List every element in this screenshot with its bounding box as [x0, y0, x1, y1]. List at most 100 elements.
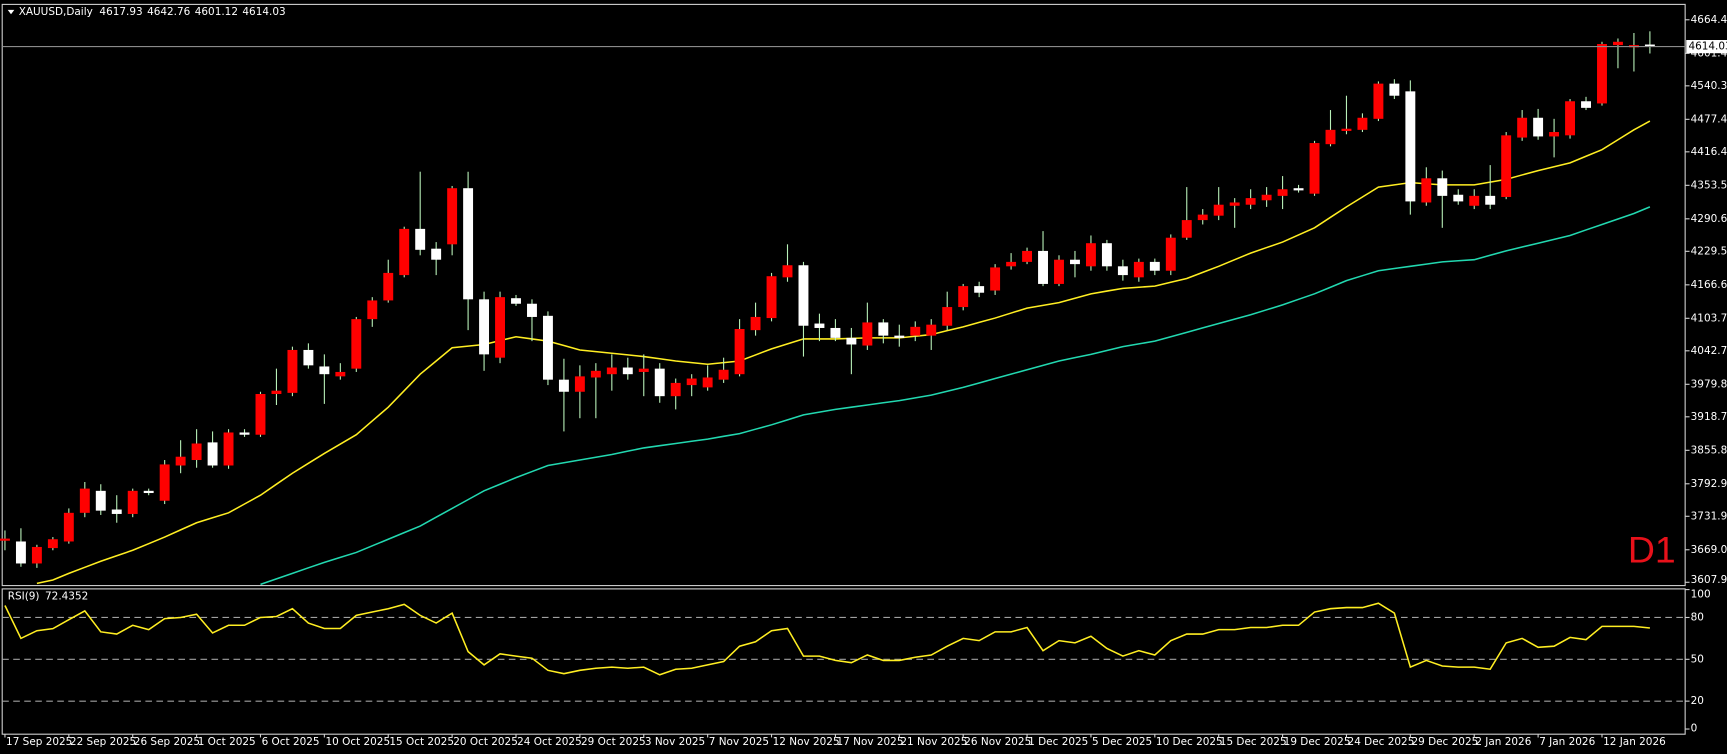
candle-body	[878, 322, 889, 336]
candle-body	[1022, 250, 1033, 262]
y-tick-label: 4664.40	[1691, 14, 1727, 26]
candle-body	[558, 379, 569, 392]
candle-body	[686, 378, 697, 386]
candle-body	[95, 490, 106, 511]
candle-body	[1485, 195, 1496, 205]
y-tick-label: 3792.95	[1691, 478, 1727, 490]
y-tick-label: 4166.60	[1691, 279, 1727, 291]
candle-body	[734, 329, 745, 375]
candle-body	[718, 369, 729, 380]
candle-body	[590, 370, 601, 378]
candle-body	[638, 368, 649, 372]
y-tick-label: 3855.80	[1691, 444, 1727, 456]
candle-body	[846, 337, 857, 345]
x-tick-label: 10 Oct 2025	[325, 736, 390, 748]
candle-body	[1501, 135, 1512, 197]
x-tick-label: 1 Dec 2025	[1028, 736, 1088, 748]
candle-body	[447, 188, 458, 245]
candle-body	[990, 267, 1001, 291]
candle-body	[1565, 101, 1576, 136]
x-tick-label: 21 Nov 2025	[900, 736, 967, 748]
candle-body	[511, 298, 521, 304]
candle-body	[31, 546, 42, 564]
candle-body	[942, 307, 953, 326]
candle-body	[351, 319, 362, 369]
candle-body	[1245, 198, 1256, 205]
candle-body	[79, 488, 90, 513]
candle-body	[1309, 143, 1320, 194]
candle-body	[1581, 101, 1591, 108]
y-tick-label: 100	[1691, 588, 1711, 600]
x-tick-label: 22 Sep 2025	[70, 736, 136, 748]
timeframe-label: D1	[1628, 528, 1676, 570]
y-tick-label: 4103.75	[1691, 312, 1727, 324]
candle-body	[1373, 83, 1384, 119]
y-tick-label: 0	[1691, 723, 1698, 735]
x-tick-label: 5 Dec 2025	[1092, 736, 1152, 748]
moving-average-line	[260, 206, 1651, 586]
candle-body	[399, 228, 410, 276]
y-tick-label: 3979.80	[1691, 378, 1727, 390]
candle-body	[527, 303, 537, 317]
menu-arrow	[7, 9, 15, 15]
candle-body	[1469, 195, 1480, 206]
candle-body	[1133, 261, 1144, 278]
y-tick-label: 4042.70	[1691, 345, 1727, 357]
x-tick-label: 20 Oct 2025	[453, 736, 518, 748]
candle-body	[1197, 214, 1208, 221]
candle-body	[1437, 178, 1448, 196]
candle-body	[495, 297, 505, 358]
candle-body	[191, 443, 202, 461]
y-tick-label: 4540.35	[1691, 80, 1727, 92]
y-tick-label: 3669.00	[1691, 544, 1727, 556]
y-tick-label: 80	[1691, 611, 1704, 623]
x-tick-label: 26 Nov 2025	[964, 736, 1031, 748]
x-tick-label: 24 Dec 2025	[1348, 736, 1415, 748]
candle-body	[1341, 128, 1352, 131]
candle-body	[958, 286, 969, 308]
candle-body	[239, 432, 250, 435]
candle-body	[1085, 243, 1096, 267]
candle-body	[463, 188, 474, 300]
candle-body	[143, 490, 154, 494]
candle-body	[1405, 91, 1416, 202]
x-tick-label: 3 Nov 2025	[645, 736, 705, 748]
candle-body	[670, 382, 681, 397]
candle-body	[127, 490, 138, 514]
rsi-header: RSI(9) 72.4352	[8, 591, 89, 603]
candle-body	[702, 377, 713, 388]
y-tick-label: 20	[1691, 695, 1704, 707]
rsi-panel	[1, 588, 1686, 735]
close-price: 4614.03	[242, 6, 285, 18]
candle-body	[0, 538, 10, 541]
rsi-line	[4, 602, 1650, 676]
candle-body	[974, 286, 985, 293]
candle-body	[798, 265, 809, 326]
candle-body	[1038, 250, 1048, 284]
x-tick-label: 10 Dec 2025	[1156, 736, 1223, 748]
symbol: XAUUSD,Daily	[19, 6, 93, 18]
candle-body	[1213, 204, 1224, 216]
x-tick-label: 6 Oct 2025	[262, 736, 320, 748]
candle-body	[782, 265, 793, 278]
low-price: 4601.12	[195, 6, 238, 18]
y-tick-label: 4353.50	[1691, 179, 1727, 191]
candle-body	[287, 349, 298, 393]
candle-body	[1644, 44, 1655, 47]
candle-body	[271, 390, 282, 394]
candle-body	[1070, 259, 1080, 265]
candle-body	[111, 509, 122, 514]
candle-body	[1261, 194, 1272, 201]
rsi-last-value: 72.4352	[45, 591, 88, 603]
candle-body	[910, 326, 921, 336]
candle-body	[431, 248, 442, 260]
candle-body	[479, 299, 490, 355]
candle-body	[367, 300, 378, 320]
rsi-label: RSI(9)	[8, 591, 40, 603]
y-tick-label: 4416.40	[1691, 146, 1727, 158]
y-tick-label: 4477.45	[1691, 113, 1727, 125]
candle-body	[1597, 44, 1607, 104]
candle-body	[207, 442, 218, 466]
